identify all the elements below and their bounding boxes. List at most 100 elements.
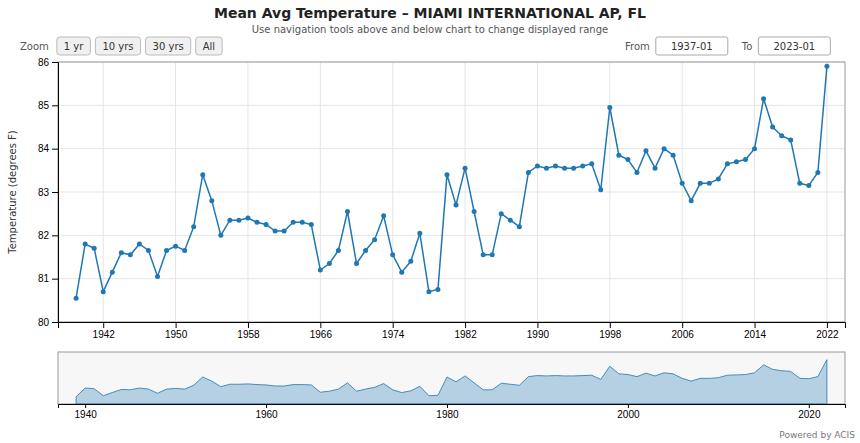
x-axis-domain <box>59 323 846 329</box>
data-point <box>725 161 730 166</box>
data-point <box>101 289 106 294</box>
navigator-x-tick: 2020 <box>798 404 821 420</box>
data-point <box>155 274 160 279</box>
x-axis: 1942195019581966197419821990199820062014… <box>59 322 846 340</box>
navigator-x-tick: 1980 <box>436 404 459 420</box>
zoom-button[interactable]: 10 yrs <box>95 37 140 55</box>
navigator-x-tick-label: 2000 <box>617 409 640 420</box>
navigator-x-tick-label: 1940 <box>75 409 98 420</box>
data-point <box>806 183 811 188</box>
range-field-value[interactable]: 1937-01 <box>671 41 713 52</box>
data-point <box>707 181 712 186</box>
y-tick-label: 84 <box>38 143 50 154</box>
data-point <box>716 177 721 182</box>
zoom-label: Zoom <box>20 41 49 52</box>
zoom-button-label[interactable]: All <box>203 41 215 52</box>
y-tick-mark <box>52 279 58 280</box>
y-tick-label: 85 <box>38 100 50 111</box>
zoom-button-box[interactable] <box>95 37 140 55</box>
data-point <box>191 224 196 229</box>
data-point <box>291 220 296 225</box>
range-field[interactable]: 1937-01 <box>656 37 728 55</box>
x-grid-line <box>826 62 827 322</box>
data-point <box>662 146 667 151</box>
x-grid-line <box>465 62 466 322</box>
data-point <box>282 229 287 234</box>
data-point <box>815 170 820 175</box>
data-point <box>598 187 603 192</box>
zoom-button-label[interactable]: 10 yrs <box>102 41 133 52</box>
data-point <box>444 172 449 177</box>
x-grid-line <box>392 62 393 322</box>
range-field[interactable]: 2023-01 <box>758 37 830 55</box>
x-tick: 1942 <box>93 322 116 340</box>
y-tick-mark <box>52 105 58 106</box>
data-point <box>74 296 79 301</box>
x-tick-label: 1998 <box>599 329 622 340</box>
zoom-button-box[interactable] <box>57 37 91 55</box>
zoom-button[interactable]: 1 yr <box>57 37 91 55</box>
data-point <box>680 181 685 186</box>
data-point <box>137 242 142 247</box>
x-tick: 1990 <box>527 322 550 340</box>
grid <box>58 62 845 322</box>
navigator-x-tick: 2000 <box>617 404 640 420</box>
navigator-x-tick-label: 1960 <box>255 409 278 420</box>
data-point <box>146 248 151 253</box>
data-point <box>526 170 531 175</box>
data-point <box>743 157 748 162</box>
zoom-button-label[interactable]: 30 yrs <box>153 41 184 52</box>
zoom-button[interactable]: All <box>196 37 222 55</box>
data-point <box>517 224 522 229</box>
data-point <box>236 218 241 223</box>
x-tick-label: 1942 <box>93 329 116 340</box>
navigator-x-tick-label: 1980 <box>436 409 459 420</box>
data-point <box>752 146 757 151</box>
x-tick-mark <box>537 322 538 328</box>
data-point <box>481 252 486 257</box>
data-point <box>255 220 260 225</box>
range-field-value[interactable]: 2023-01 <box>773 41 815 52</box>
data-point <box>589 161 594 166</box>
x-tick-label: 1990 <box>527 329 550 340</box>
y-tick: 86 <box>38 57 58 68</box>
data-point <box>634 170 639 175</box>
chart-root: Mean Avg Temperature – MIAMI INTERNATION… <box>0 0 860 443</box>
footer: Powered by ACIS <box>779 430 855 440</box>
data-point <box>381 213 386 218</box>
y-tick-label: 83 <box>38 187 50 198</box>
data-point <box>83 242 88 247</box>
range-field-box[interactable] <box>758 37 830 55</box>
data-point <box>824 64 829 69</box>
navigator-x-tick-mark <box>809 404 810 408</box>
data-point <box>408 259 413 264</box>
navigator-x-axis: 1940 1960 1980 2000 2020 <box>59 404 846 420</box>
data-point <box>463 166 468 171</box>
x-tick: 2014 <box>744 322 767 340</box>
main-chart: 1942195019581966197419821990199820062014… <box>7 57 846 340</box>
x-tick: 1974 <box>382 322 405 340</box>
x-grid-line <box>320 62 321 322</box>
range-field-box[interactable] <box>656 37 728 55</box>
x-grid-line <box>175 62 176 322</box>
x-tick-mark <box>393 322 394 328</box>
zoom-button-box[interactable] <box>146 37 191 55</box>
x-tick-label: 1966 <box>310 329 333 340</box>
data-point <box>119 250 124 255</box>
data-point <box>779 133 784 138</box>
y-axis-domain <box>52 63 59 323</box>
x-tick-label: 1982 <box>454 329 477 340</box>
zoom-button-box[interactable] <box>196 37 222 55</box>
navigator-x-axis-domain <box>59 405 846 409</box>
x-tick: 1958 <box>237 322 260 340</box>
data-point <box>110 270 115 275</box>
y-tick-mark <box>52 149 58 150</box>
x-tick-mark <box>176 322 177 328</box>
zoom-button-label[interactable]: 1 yr <box>64 41 84 52</box>
data-line <box>76 66 827 298</box>
navigator-x-tick-mark <box>266 404 267 408</box>
zoom-button[interactable]: 30 yrs <box>146 37 191 55</box>
data-point <box>417 231 422 236</box>
data-point <box>454 203 459 208</box>
y-tick-label: 80 <box>38 317 50 328</box>
